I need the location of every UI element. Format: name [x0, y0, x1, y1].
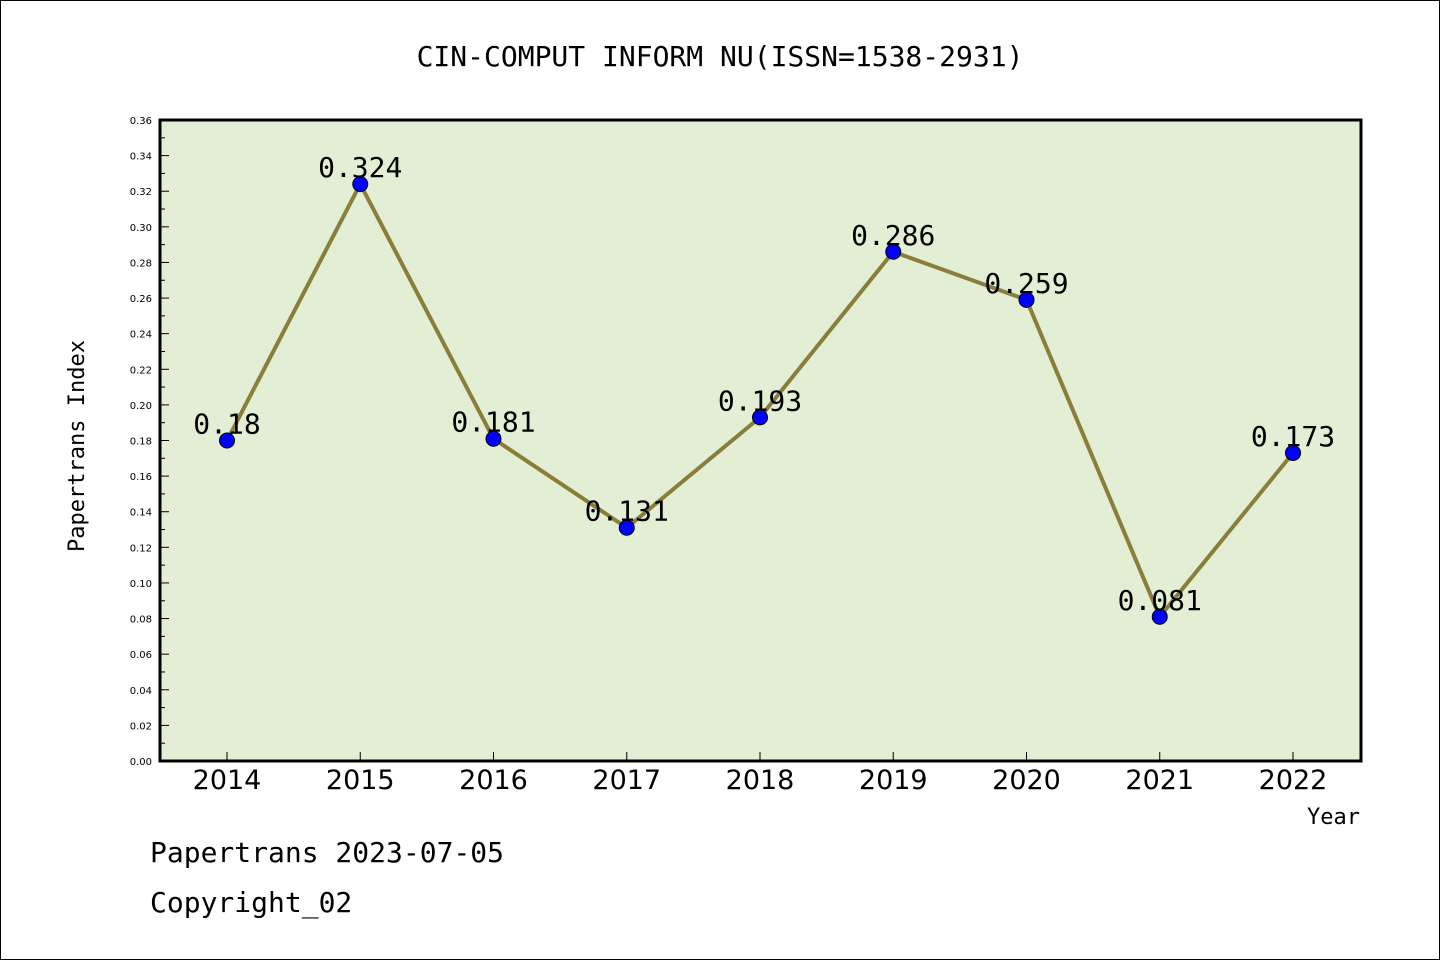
data-point	[752, 409, 768, 426]
x-axis-label: Year	[1307, 805, 1360, 830]
y-tick-label: 0.28	[130, 258, 152, 269]
data-point	[219, 432, 235, 449]
y-tick-label: 0.02	[130, 721, 152, 732]
y-tick-label: 0.24	[130, 330, 152, 341]
x-tick-label: 2022	[1259, 765, 1328, 796]
data-label: 0.181	[451, 406, 535, 439]
y-tick-label: 0.10	[130, 579, 152, 590]
y-tick-label: 0.20	[130, 401, 152, 412]
y-tick-label: 0.18	[130, 437, 152, 448]
data-point	[1018, 291, 1035, 308]
data-label: 0.193	[718, 384, 802, 417]
data-point	[1285, 444, 1301, 461]
data-label: 0.081	[1118, 584, 1202, 617]
x-tick-label: 2015	[326, 765, 395, 796]
y-axis-label: Papertrans Index	[65, 340, 90, 552]
data-label: 0.324	[318, 151, 402, 184]
y-axis: 0.00 0.02 0.04 0.06 0.08 0.10 0.12 0.14 0.16 0.18…	[130, 116, 169, 768]
y-tick-label: 0.34	[130, 152, 152, 163]
data-point	[352, 176, 369, 193]
x-tick-label: 2016	[459, 765, 528, 796]
data-point	[1151, 608, 1168, 625]
y-tick-label: 0.00	[130, 757, 152, 768]
y-tick-label: 0.30	[130, 223, 152, 234]
y-tick-label: 0.32	[130, 187, 152, 198]
y-tick-label: 0.04	[130, 686, 152, 697]
y-tick-label: 0.22	[130, 365, 152, 376]
x-tick-label: 2018	[726, 765, 795, 796]
data-point	[885, 243, 902, 260]
x-tick-label: 2020	[992, 765, 1061, 796]
data-point	[485, 430, 502, 447]
data-markers	[219, 176, 1301, 625]
footer-copyright: Copyright_02	[150, 886, 353, 919]
data-label: 0.259	[984, 267, 1068, 300]
y-tick-label: 0.26	[130, 294, 152, 305]
data-point	[618, 519, 635, 536]
x-tick-label: 2019	[859, 765, 928, 796]
plot-area	[158, 118, 1363, 763]
y-tick-label: 0.14	[130, 508, 152, 519]
data-label: 0.18	[193, 408, 260, 441]
x-tick-label: 2017	[592, 765, 661, 796]
footer-date: Papertrans 2023-07-05	[150, 836, 505, 869]
chart-title: CIN-COMPUT INFORM NU(ISSN=1538-2931)	[417, 40, 1024, 73]
y-tick-label: 0.06	[130, 650, 152, 661]
data-label: 0.173	[1251, 420, 1335, 453]
data-label: 0.131	[585, 495, 669, 528]
data-label: 0.286	[851, 219, 935, 252]
data-labels: 0.18 0.324 0.181 0.131 0.193 0.286 0.259 0.081 0…	[193, 151, 1335, 617]
y-tick-label: 0.12	[130, 543, 152, 554]
x-tick-label: 2014	[193, 765, 262, 796]
y-tick-label: 0.08	[130, 615, 152, 626]
x-tick-label: 2021	[1125, 765, 1194, 796]
x-axis: 2014 2015 2016 2017 2018 2019 2020 2021 2022	[193, 752, 1328, 796]
y-tick-label: 0.16	[130, 472, 152, 483]
y-tick-label: 0.36	[130, 116, 152, 127]
